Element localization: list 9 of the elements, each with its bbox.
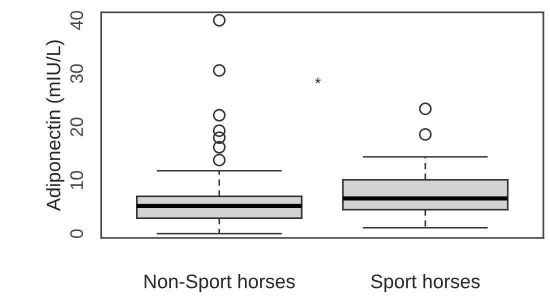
y-tick-label: 20	[70, 118, 84, 136]
y-tick-label: 40	[70, 10, 84, 30]
y-tick-label: 30	[70, 64, 84, 83]
x-tick-label: Non-Sport horses	[144, 274, 295, 292]
y-tick-label: 0	[70, 229, 84, 238]
annotation: *	[315, 78, 321, 84]
y-axis-title: Adiponectin (mIU/L)	[46, 40, 64, 211]
y-tick-label: 10	[70, 170, 84, 189]
x-tick-label: Sport horses	[371, 274, 480, 292]
